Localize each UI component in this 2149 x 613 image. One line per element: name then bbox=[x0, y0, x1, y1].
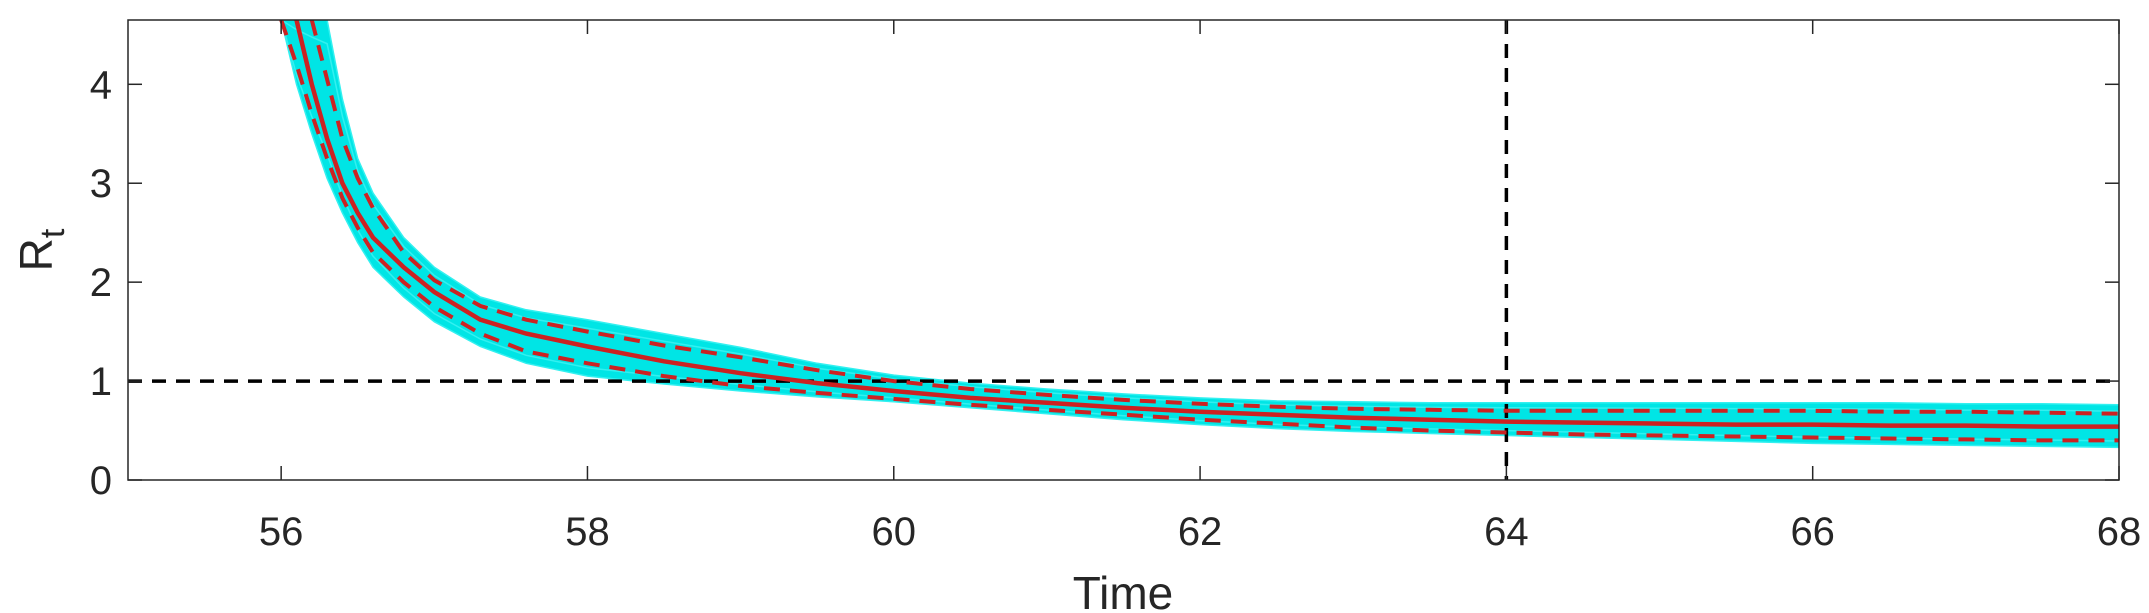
y-axis-ticks: 0 1 2 3 4 bbox=[90, 63, 2119, 503]
x-axis-label: Time bbox=[1073, 567, 1174, 613]
x-tick-label: 58 bbox=[565, 510, 610, 554]
series-lines bbox=[279, 20, 2119, 443]
y-tick-label: 3 bbox=[90, 162, 112, 206]
x-tick-label: 62 bbox=[1178, 510, 1223, 554]
sample-band bbox=[280, 20, 2119, 449]
x-tick-label: 56 bbox=[259, 510, 304, 554]
sample-band-fill bbox=[281, 20, 2119, 448]
reference-lines bbox=[128, 20, 2119, 480]
x-axis-ticks: 56 58 60 62 64 66 68 bbox=[259, 20, 2141, 554]
y-tick-label: 4 bbox=[90, 63, 112, 107]
sample-line bbox=[280, 20, 2119, 449]
x-tick-label: 60 bbox=[872, 510, 917, 554]
median-line bbox=[294, 20, 2119, 429]
sample-line bbox=[280, 20, 2119, 412]
sample-line bbox=[281, 20, 2119, 406]
y-axis-label: Rt bbox=[10, 228, 72, 271]
x-tick-label: 68 bbox=[2097, 510, 2142, 554]
y-tick-label: 0 bbox=[90, 459, 112, 503]
lower-bound-line bbox=[279, 20, 2119, 443]
y-axis-label-main: R bbox=[10, 238, 62, 271]
x-tick-label: 64 bbox=[1484, 510, 1529, 554]
axes bbox=[127, 19, 2120, 481]
x-tick-label: 66 bbox=[1790, 510, 1835, 554]
y-axis-label-subscript: t bbox=[34, 228, 72, 238]
y-tick-label: 2 bbox=[90, 261, 112, 305]
y-tick-label: 1 bbox=[90, 360, 112, 404]
upper-bound-line bbox=[309, 20, 2119, 416]
sample-line bbox=[280, 20, 2119, 442]
plot-frame bbox=[127, 19, 2120, 481]
